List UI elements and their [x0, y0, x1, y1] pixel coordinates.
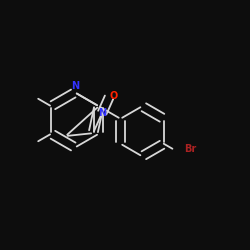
- Text: O: O: [109, 91, 118, 101]
- Text: Br: Br: [184, 144, 196, 154]
- Text: N: N: [71, 81, 79, 91]
- Text: N: N: [98, 108, 107, 118]
